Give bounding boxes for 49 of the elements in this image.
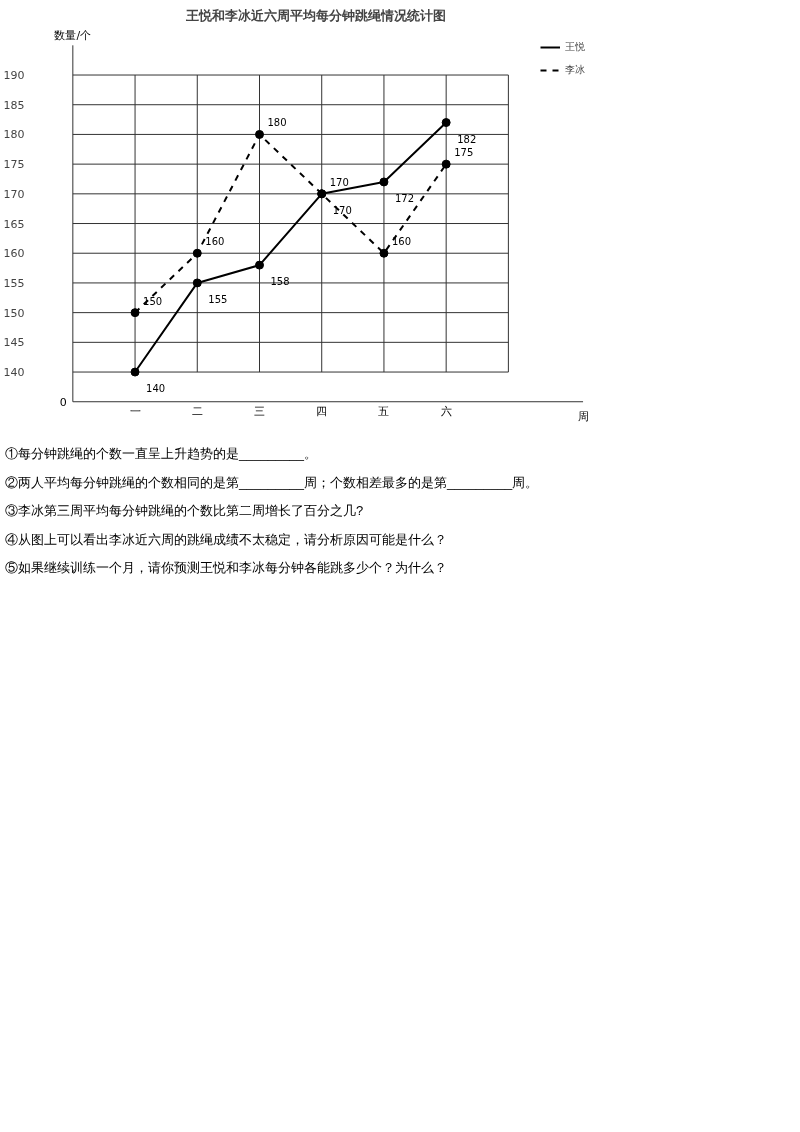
chart-title: 王悦和李冰近六周平均每分钟跳绳情况统计图 [184, 7, 446, 23]
data-label: 172 [394, 192, 415, 204]
x-tick-label: 四 [316, 404, 328, 418]
x-tick-label: 一 [129, 404, 141, 418]
point [192, 278, 202, 288]
point [192, 248, 202, 258]
y-tick-label: 175 [3, 158, 25, 172]
text: ④从图上可以看出李冰近六周的跳绳成绩不太稳定，请分析原因可能是什么？ [5, 530, 448, 549]
y-tick-label: 170 [3, 187, 25, 201]
y-tick-label: 180 [3, 128, 25, 142]
y-tick-label: 160 [3, 247, 25, 261]
legend-label: 李冰 [565, 63, 585, 77]
x-tick-label: 二 [191, 404, 203, 418]
data-label: 180 [267, 117, 287, 129]
y-tick-label: 145 [3, 336, 25, 350]
data-label: 170 [329, 176, 349, 188]
point [441, 118, 451, 128]
point [255, 260, 264, 270]
data-label: 182 [457, 133, 477, 145]
text: 0 [59, 395, 67, 409]
y-tick-label: 190 [3, 69, 25, 83]
data-label: 160 [205, 236, 225, 248]
y-tick-label: 165 [3, 217, 25, 231]
x-tick-label: 三 [254, 404, 265, 418]
data-label: 175 [454, 147, 474, 159]
text: 周 [577, 409, 589, 423]
y-tick-label: 150 [3, 306, 25, 320]
point [255, 129, 264, 139]
y-tick-label: 155 [3, 276, 25, 290]
y-tick-label: 185 [3, 98, 25, 112]
point [130, 367, 140, 377]
text: ①每分钟跳绳的个数一直呈上升趋势的是_________。 [5, 445, 319, 463]
data-label: 140 [146, 383, 166, 395]
data-label: 155 [208, 293, 228, 305]
text: ⑤如果继续训练一个月，请你预测王悦和李冰每分钟各能跳多少个？为什么？ [5, 559, 448, 578]
data-label: 158 [270, 276, 290, 288]
legend-label: 王悦 [565, 40, 585, 54]
point [130, 308, 140, 318]
y-tick-label: 140 [3, 366, 25, 380]
point [379, 177, 389, 187]
point [379, 248, 389, 258]
x-tick-label: 五 [378, 404, 390, 418]
text: ②两人平均每分钟跳绳的个数相同的是第_________周；个数相差最多的是第_________周。 [5, 473, 539, 492]
data-label: 160 [391, 236, 412, 248]
point [441, 159, 451, 169]
text: ③李冰第三周平均每分钟跳绳的个数比第二周增长了百分之几? [5, 502, 365, 521]
data-label: 150 [143, 295, 163, 307]
y-axis-title: 数量/个 [54, 29, 92, 43]
x-tick-label: 六 [440, 404, 452, 418]
